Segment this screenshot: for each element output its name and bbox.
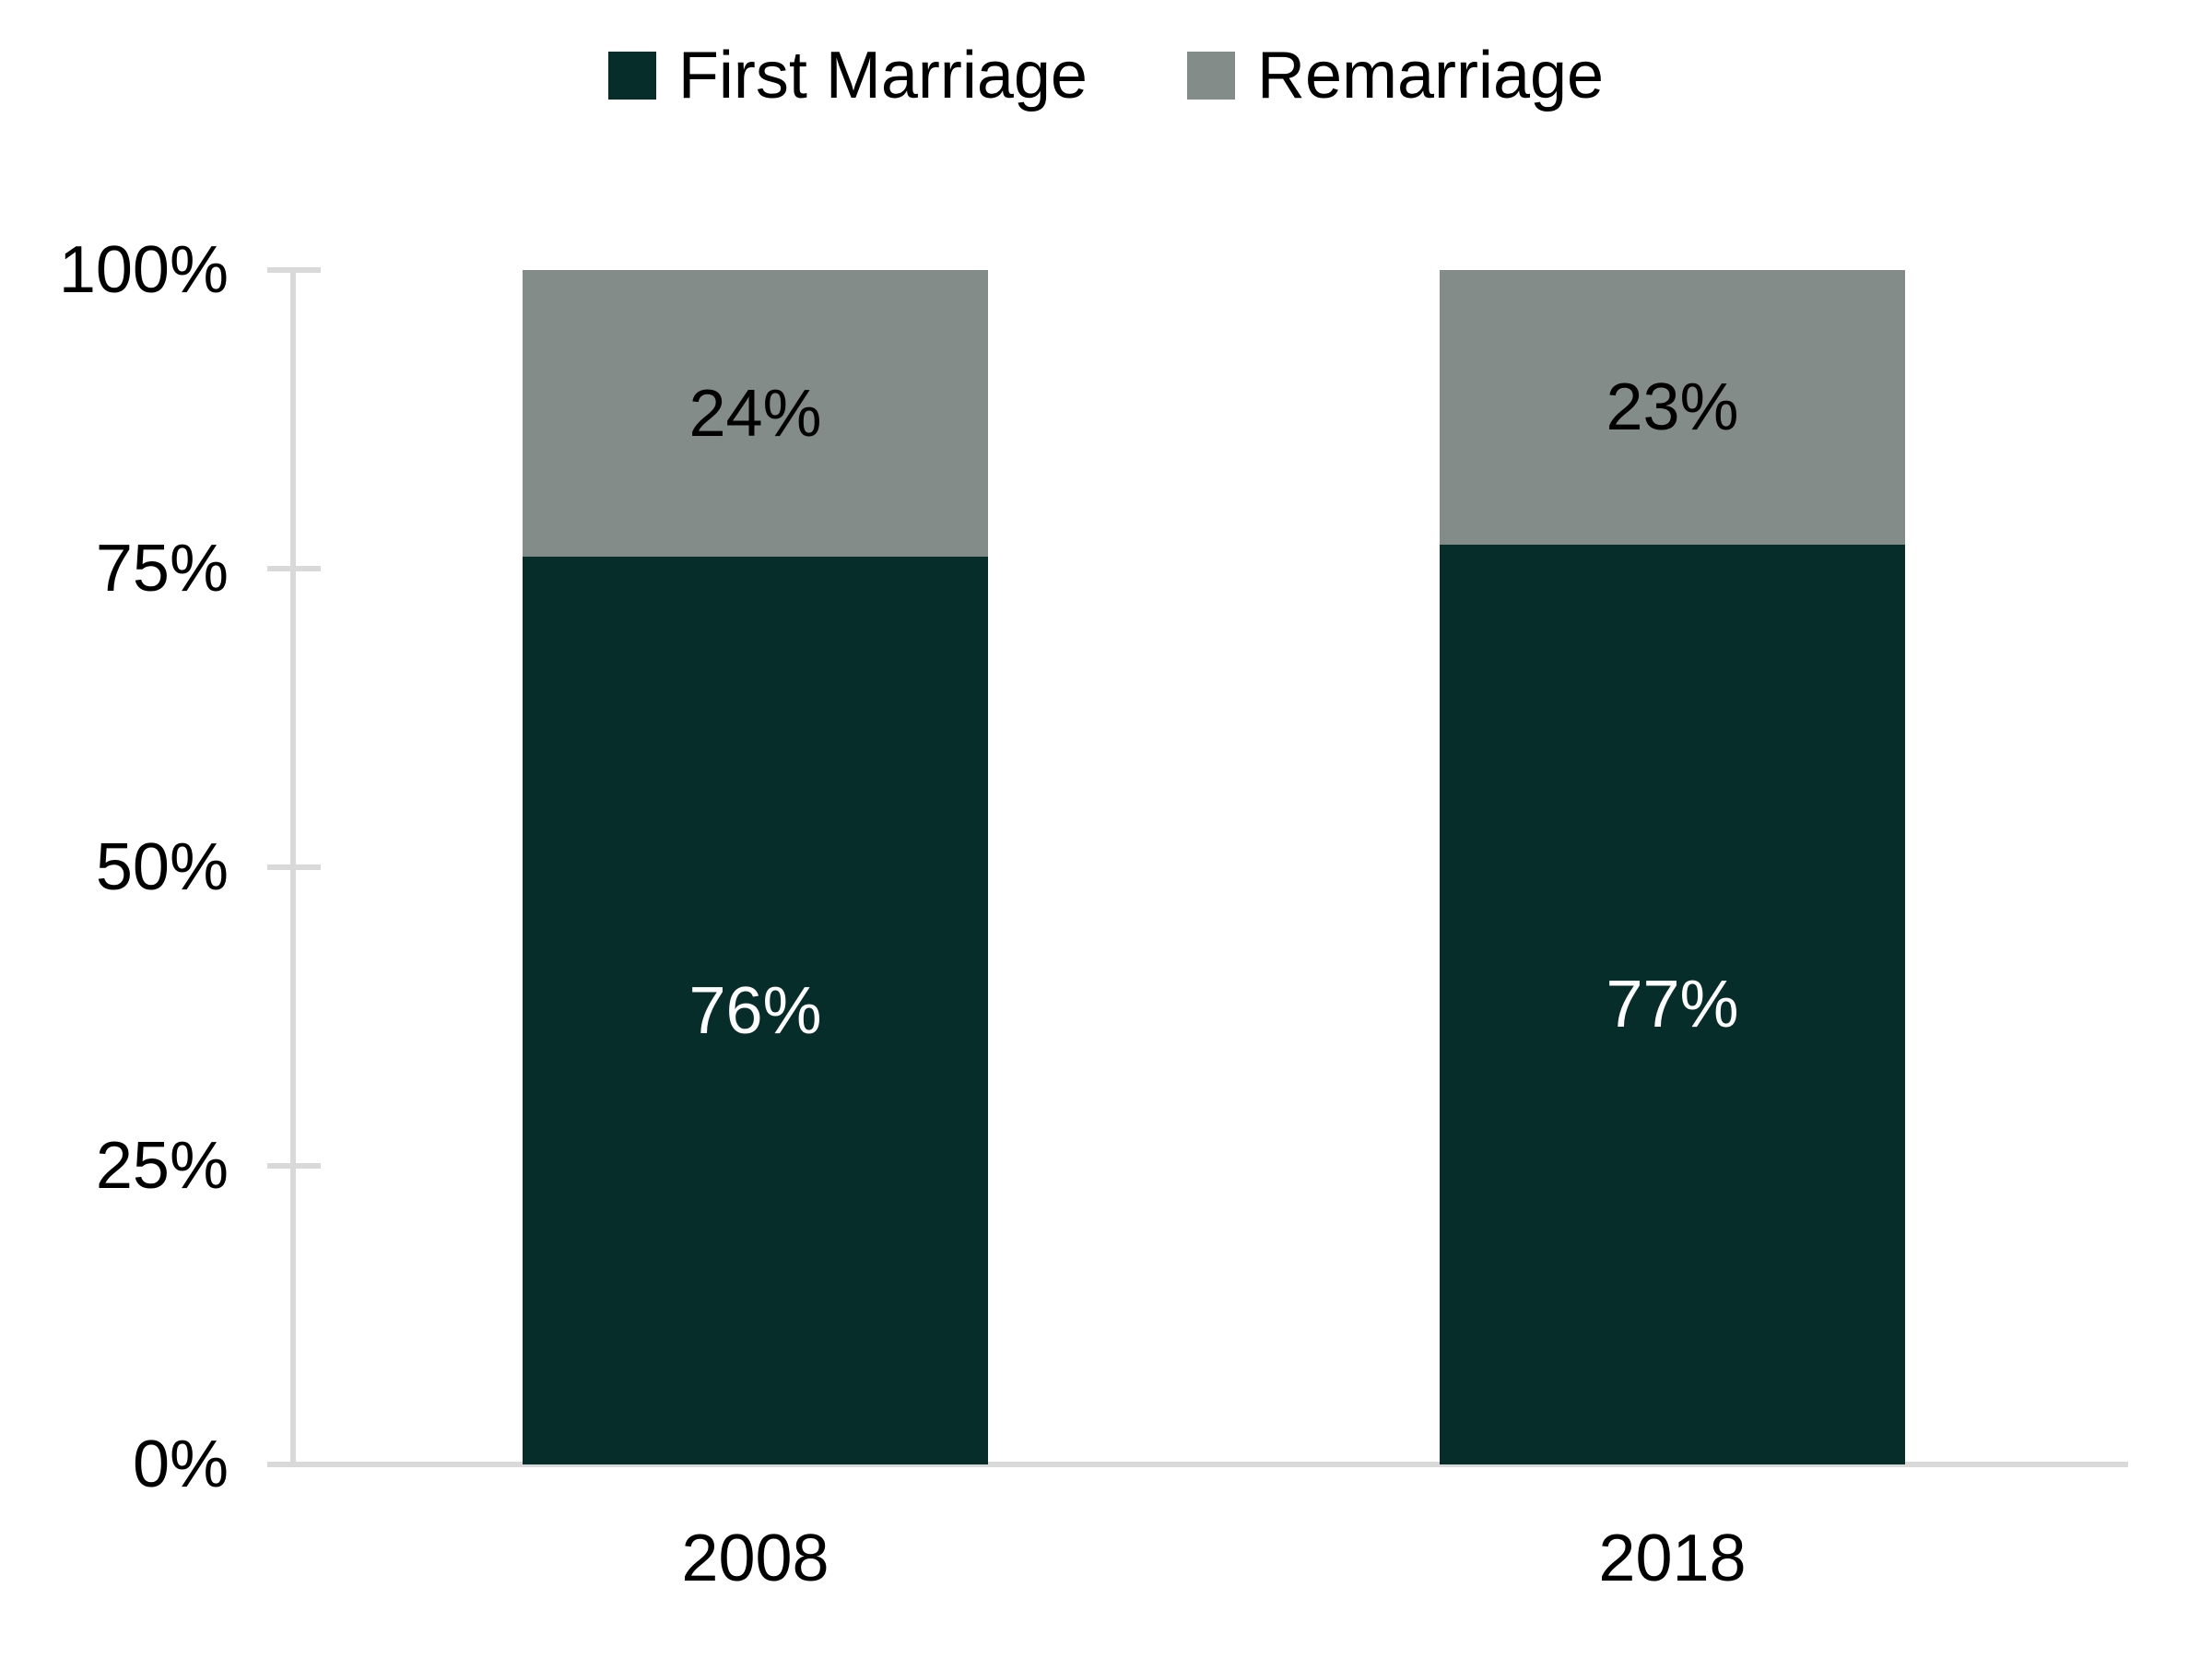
bar-2018-first-marriage-value-label: 77% xyxy=(1606,968,1739,1042)
legend-label-remarriage: Remarriage xyxy=(1256,39,1605,112)
y-axis-label-50: 50% xyxy=(95,830,229,904)
y-axis-label-25: 25% xyxy=(95,1129,229,1203)
chart-legend: First Marriage Remarriage xyxy=(0,42,2212,109)
x-axis-line xyxy=(267,1462,2128,1467)
bar-2018: 23% 77% xyxy=(1440,270,1905,1464)
bar-2008-remarriage-value-label: 24% xyxy=(688,376,822,451)
x-axis-label-2008: 2008 xyxy=(681,1522,830,1595)
bar-2018-remarriage-segment[interactable]: 23% xyxy=(1440,270,1905,546)
y-axis-tick-0 xyxy=(267,1462,321,1467)
legend-label-first-marriage: First Marriage xyxy=(677,39,1088,112)
legend-item-first-marriage[interactable]: First Marriage xyxy=(607,39,1088,112)
y-axis-tick-100 xyxy=(267,267,321,273)
y-axis-label-100: 100% xyxy=(58,233,229,307)
y-axis-tick-25 xyxy=(267,1163,321,1169)
bar-2008-first-marriage-value-label: 76% xyxy=(688,973,822,1048)
y-axis-tick-75 xyxy=(267,566,321,571)
y-axis-label-0: 0% xyxy=(132,1428,229,1501)
bar-2008-remarriage-segment[interactable]: 24% xyxy=(523,270,988,558)
bar-2008: 24% 76% xyxy=(523,270,988,1464)
legend-swatch-first-marriage-icon xyxy=(607,52,656,100)
legend-item-remarriage[interactable]: Remarriage xyxy=(1186,39,1605,112)
bar-2008-first-marriage-segment[interactable]: 76% xyxy=(523,557,988,1464)
bar-2018-first-marriage-segment[interactable]: 77% xyxy=(1440,545,1905,1464)
bar-2018-remarriage-value-label: 23% xyxy=(1606,370,1739,445)
y-axis-label-75: 75% xyxy=(95,532,229,606)
legend-swatch-remarriage-icon xyxy=(1186,52,1235,100)
y-axis-tick-50 xyxy=(267,864,321,870)
x-axis-label-2018: 2018 xyxy=(1598,1522,1747,1595)
